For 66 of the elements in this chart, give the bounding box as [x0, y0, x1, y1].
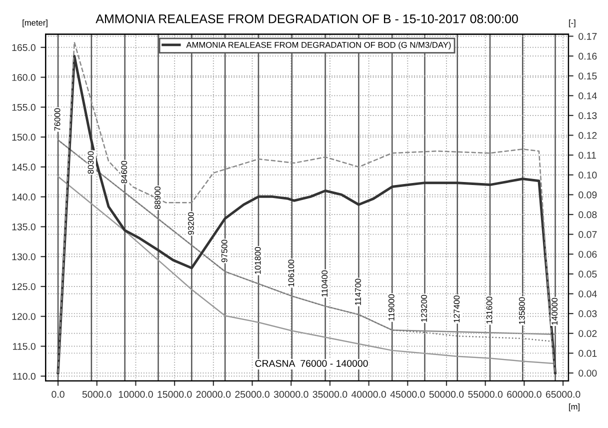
y-tick-label: 115.0: [13, 342, 36, 350]
annotation: 101800: [254, 247, 261, 274]
y2-tick-label: 0.05: [578, 270, 597, 278]
chart-title: AMMONIA REALEASE FROM DEGRADATION OF B - 15-10-2017 08:00:00: [96, 14, 518, 24]
annotation: 131600: [486, 296, 492, 324]
x-tick-label: 5000.0: [82, 390, 112, 398]
annotation: 76000: [54, 108, 60, 131]
y2-tick-label: 0.09: [578, 191, 597, 198]
y-tick-label: 160.0: [12, 74, 36, 81]
y-axis-title: [meter]: [22, 20, 48, 28]
annotation: 97500: [221, 240, 228, 262]
y-tick-label: 125.0: [12, 283, 36, 290]
y-tick-label: 120.0: [12, 313, 36, 320]
annotation: 80300: [88, 151, 94, 174]
annotation: 88900: [154, 186, 160, 210]
y2-tick-label: 0.02: [578, 330, 597, 337]
x-tick-label: 60000.0: [507, 390, 542, 398]
x-tick-label: 20000.0: [196, 390, 231, 398]
y2-tick-label: 0.03: [578, 310, 597, 318]
x-tick-label: 65000.0: [546, 390, 580, 398]
annotation: 84600: [121, 160, 128, 184]
y-tick-label: 165.0: [12, 44, 36, 52]
annotation: 140000: [552, 298, 558, 325]
annotation: 106100: [288, 260, 294, 286]
x-tick-label: 15000.0: [158, 390, 192, 398]
y2-tick-label: 0.01: [578, 350, 597, 357]
y-tick-label: 150.0: [12, 134, 36, 141]
y2-tick-label: 0.10: [578, 172, 597, 179]
x-tick-label: 35000.0: [312, 390, 348, 398]
x-tick-label: 55000.0: [468, 390, 503, 398]
annotation: 123200: [421, 294, 427, 322]
y2-tick-label: 0.13: [578, 112, 597, 120]
y2-tick-label: 0.12: [578, 132, 597, 139]
x-tick-label: 45000.0: [390, 390, 425, 398]
y-tick-label: 110.0: [13, 372, 36, 380]
y-tick-label: 145.0: [12, 164, 36, 171]
x-tick-label: 25000.0: [235, 390, 270, 398]
y2-tick-label: 0.14: [578, 92, 597, 100]
y2-tick-label: 0.07: [578, 231, 597, 238]
y2-tick-label: 0.04: [578, 290, 597, 298]
x-tick-label: 30000.0: [274, 390, 308, 398]
y2-tick-label: 0.06: [578, 250, 597, 258]
y2-tick-label: 0.15: [578, 72, 597, 80]
y-tick-label: 155.0: [12, 104, 36, 111]
x-tick-label: 0.0: [52, 390, 64, 398]
annotation: 127400: [454, 295, 460, 322]
annotation: 93200: [188, 212, 194, 235]
y2-tick-label: 0.11: [578, 152, 596, 159]
y2-axis-title: [-]: [569, 20, 576, 28]
x-tick-label: 10000.0: [118, 390, 153, 398]
annotation: 114700: [355, 278, 361, 305]
annotation: 135800: [518, 297, 525, 324]
annotation: 110400: [322, 270, 328, 297]
y-tick-label: 130.0: [12, 253, 36, 260]
y2-tick-label: 0.00: [578, 370, 597, 377]
x-axis-title: [m]: [569, 403, 580, 412]
annotation: CRASNA 76000 - 140000: [255, 360, 368, 367]
x-tick-label: 50000.0: [429, 390, 464, 398]
annotation: 119000: [388, 294, 394, 321]
legend-label: AMMONIA REALEASE FROM DEGRADATION OF BOD (G N/M3/DAY): [186, 42, 451, 50]
y2-tick-label: 0.17: [578, 32, 597, 40]
x-tick-label: 40000.0: [351, 390, 386, 398]
y-tick-label: 140.0: [12, 194, 36, 200]
y2-tick-label: 0.16: [578, 52, 597, 60]
y2-tick-label: 0.08: [578, 211, 597, 218]
y-tick-label: 135.0: [12, 223, 36, 230]
